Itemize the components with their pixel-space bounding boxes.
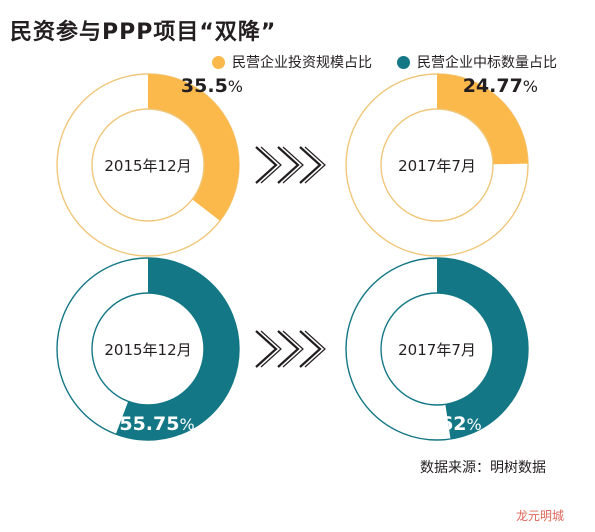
donut-0-1-inner-ring: [380, 108, 494, 222]
arrow-chevron-inner-1-1: [282, 330, 304, 368]
arrow-chevron-0-2: [299, 146, 322, 184]
arrow-chevron-1-2: [299, 330, 322, 368]
legend-label-investment: 民营企业投资规模占比: [232, 55, 372, 71]
donut-1-0-period-label: 2015年12月: [104, 341, 191, 359]
legend-item-investment: 民营企业投资规模占比: [212, 52, 372, 72]
arrow-chevron-inner-0-1: [282, 146, 304, 184]
arrow-chevron-1-0: [255, 330, 278, 368]
arrow-chevron-inner-0-2: [304, 146, 326, 184]
donut-0-0-period-label: 2015年12月: [104, 157, 191, 175]
donut-0-0-inner-ring: [91, 108, 205, 222]
donut-1-1-inner-ring: [380, 292, 494, 406]
data-source: 数据来源：明树数据: [420, 460, 546, 476]
legend-label-bids: 民营企业中标数量占比: [417, 55, 557, 71]
donut-1-1-period-label: 2017年7月: [398, 341, 476, 359]
legend-item-bids: 民营企业中标数量占比: [397, 52, 557, 72]
donut-1-0-slice: [115, 258, 240, 440]
legend-swatch-teal: [397, 55, 410, 69]
arrow-chevron-inner-1-2: [304, 330, 326, 368]
legend-swatch-orange: [212, 55, 225, 69]
arrow-chevron-inner-1-0: [260, 330, 282, 368]
donut-0-1-period-label: 2017年7月: [398, 157, 476, 175]
chart-title: 民资参与PPP项目“双降”: [10, 20, 277, 45]
donut-1-0-inner-ring: [91, 292, 205, 406]
donut-0-0-slice: [148, 74, 239, 221]
arrow-chevron-0-0: [255, 146, 278, 184]
donut-1-0-percent-label: 55.75%: [119, 413, 194, 435]
donut-1-1-percent-label: 47.62%: [406, 413, 481, 435]
arrow-chevron-1-1: [277, 330, 300, 368]
arrow-chevron-0-1: [277, 146, 300, 184]
donut-1-1-slice: [437, 258, 528, 439]
donut-0-1-percent-label: 24.77%: [463, 75, 538, 97]
donut-0-1-slice: [437, 74, 528, 165]
arrow-chevron-inner-0-0: [260, 146, 282, 184]
donut-0-0-percent-label: 35.5%: [181, 75, 243, 97]
watermark: 龙元明城: [516, 509, 565, 523]
